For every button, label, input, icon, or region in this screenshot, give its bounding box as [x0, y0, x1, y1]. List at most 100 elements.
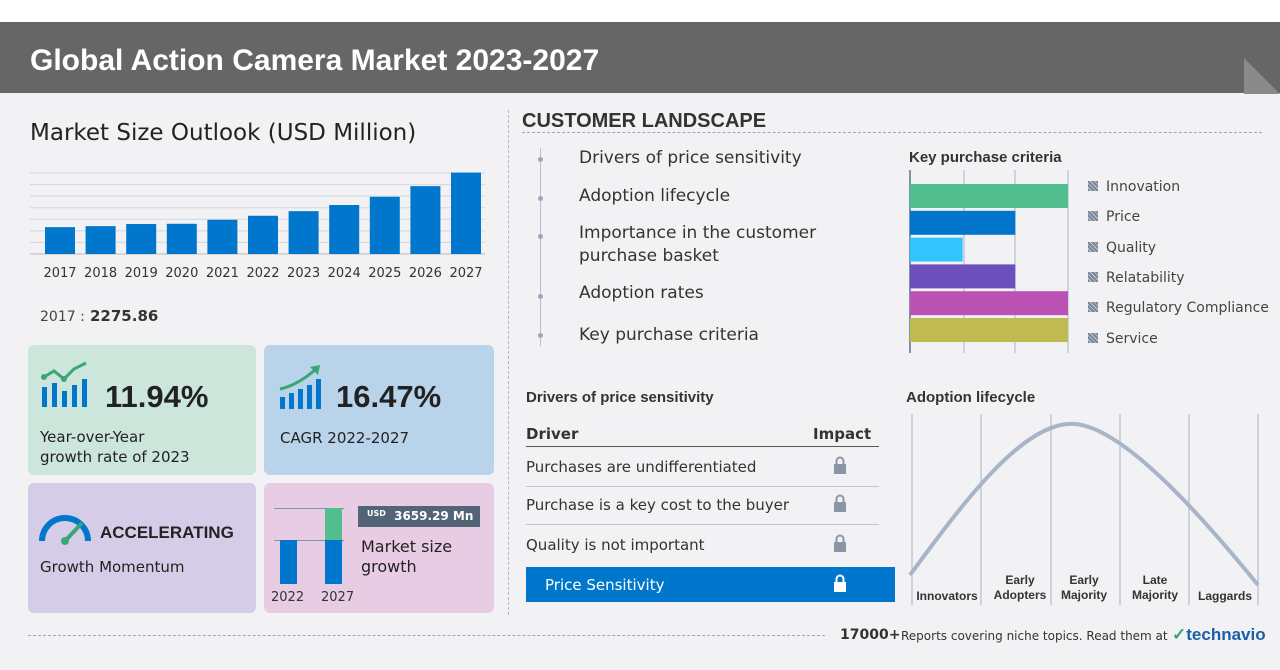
list-dot: [538, 294, 543, 299]
stage-label-line: Early: [1069, 573, 1099, 587]
bar-2027: [325, 540, 342, 584]
legend-label: Relatability: [1106, 269, 1185, 286]
lock-icon: [834, 574, 846, 592]
market-size-title: Market Size Outlook (USD Million): [30, 120, 417, 146]
stage-label-line: Innovators: [916, 589, 978, 603]
kpc-bar-service: [910, 318, 1068, 342]
stage-label-line: Majority: [1131, 588, 1178, 602]
year-label: 2017: [43, 266, 76, 281]
bar-2023: [288, 211, 319, 254]
highlight-label: Price Sensitivity: [545, 576, 665, 594]
bar-2024: [329, 205, 360, 254]
row-separator: [526, 524, 879, 525]
cagr-label: CAGR 2022-2027: [280, 429, 410, 447]
growth-label-1: Market size: [361, 537, 453, 556]
legend-item: Regulatory Compliance: [1088, 297, 1269, 316]
yoy-label-2: growth rate of 2023: [40, 448, 190, 466]
yoy-label-1: Year-over-Year: [40, 428, 145, 446]
stage-label: Innovators: [907, 589, 987, 604]
adoption-curve: [908, 421, 1260, 587]
row-separator: [526, 486, 879, 487]
currency: USD: [367, 509, 386, 518]
year-label: 2027: [449, 266, 482, 281]
bar-2026: [410, 186, 441, 254]
list-dot: [538, 333, 543, 338]
bar-2022: [248, 215, 278, 254]
logo-mark-icon: ✓: [1172, 625, 1187, 644]
growth-card: 2022 2027 USD 3659.29 Mn Market size gro…: [264, 483, 494, 613]
bar-2018: [85, 226, 116, 254]
list-item: Drivers of price sensitivity: [579, 148, 802, 168]
year-label: 2025: [368, 266, 401, 281]
year-label: 2022: [246, 266, 279, 281]
top-margin: [0, 0, 1280, 22]
stage-label: Laggards: [1185, 589, 1265, 604]
legend-swatch: [1088, 332, 1098, 343]
legend-item: Innovation: [1088, 176, 1180, 195]
stage-label-line: Adopters: [993, 588, 1047, 602]
stage-label: Late Majority: [1115, 573, 1195, 603]
year-start: 2022: [271, 590, 305, 605]
legend-item: Price: [1088, 206, 1140, 225]
guide-line: [274, 540, 344, 541]
impact-col-header: Impact: [813, 425, 872, 443]
list-dot: [538, 196, 543, 201]
yoy-value: 11.94%: [105, 379, 209, 414]
bar-2022: [280, 540, 297, 584]
technavio-logo[interactable]: ✓technavio: [1172, 625, 1266, 645]
base-year-label: 2017 :: [40, 309, 85, 325]
bar-2027-increment: [325, 508, 342, 540]
lock-icon: [834, 456, 846, 474]
landscape-title: CUSTOMER LANDSCAPE: [522, 110, 767, 132]
momentum-value: ACCELERATING: [100, 523, 234, 542]
stage-label-line: Late: [1142, 573, 1168, 587]
legend-item: Service: [1088, 328, 1158, 347]
list-dot: [538, 234, 543, 239]
year-label: 2019: [125, 266, 158, 281]
guide-line: [274, 508, 344, 509]
footer-line: [28, 635, 825, 636]
kpc-bar-quality: [910, 237, 963, 262]
trend-up-icon: [279, 365, 321, 409]
footer-count: 17000+: [840, 627, 901, 643]
driver-col-header: Driver: [526, 425, 579, 443]
footer-text: Reports covering niche topics. Read them…: [901, 629, 1168, 643]
growth-value: 3659.29 Mn: [394, 509, 474, 523]
kpc-title: Key purchase criteria: [909, 149, 1062, 166]
year-end: 2027: [321, 590, 355, 605]
adoption-chart: [908, 414, 1260, 605]
momentum-label: Growth Momentum: [40, 558, 185, 576]
bar-2017: [45, 227, 75, 254]
legend-swatch: [1088, 302, 1098, 313]
base-year-value: 2275.86: [90, 307, 159, 325]
drivers-title: Drivers of price sensitivity: [526, 389, 714, 406]
lock-icon: [834, 534, 846, 552]
adoption-title: Adoption lifecycle: [906, 389, 1036, 406]
stage-label: Early Adopters: [980, 573, 1060, 603]
lock-icon: [834, 494, 846, 512]
kpc-bar-regulatory-compliance: [910, 291, 1068, 316]
kpc-bar-price: [910, 210, 1016, 235]
year-label: 2018: [84, 266, 117, 281]
year-label: 2024: [328, 266, 361, 281]
page-title: Global Action Camera Market 2023-2027: [30, 44, 600, 77]
legend-label: Regulatory Compliance: [1106, 300, 1269, 317]
kpc-bar-innovation: [910, 184, 1068, 208]
legend-swatch: [1088, 241, 1098, 252]
bar-2019: [126, 224, 157, 254]
landscape-underline: [522, 132, 1262, 133]
legend-item: Relatability: [1088, 267, 1185, 286]
legend-label: Service: [1106, 330, 1158, 347]
list-item: Adoption lifecycle: [579, 186, 731, 206]
stage-label-line: Majority: [1060, 588, 1107, 602]
year-label: 2026: [409, 266, 442, 281]
year-label: 2020: [165, 266, 198, 281]
stage-label: Early Majority: [1044, 573, 1124, 603]
cagr-card: 16.47% CAGR 2022-2027: [264, 345, 494, 475]
speedometer-icon: [39, 515, 91, 545]
year-label: 2021: [206, 266, 239, 281]
driver-row: Purchases are undifferentiated: [526, 458, 757, 476]
list-item: Key purchase criteria: [579, 325, 759, 345]
cagr-value: 16.47%: [336, 379, 442, 414]
header-separator: [526, 446, 879, 447]
